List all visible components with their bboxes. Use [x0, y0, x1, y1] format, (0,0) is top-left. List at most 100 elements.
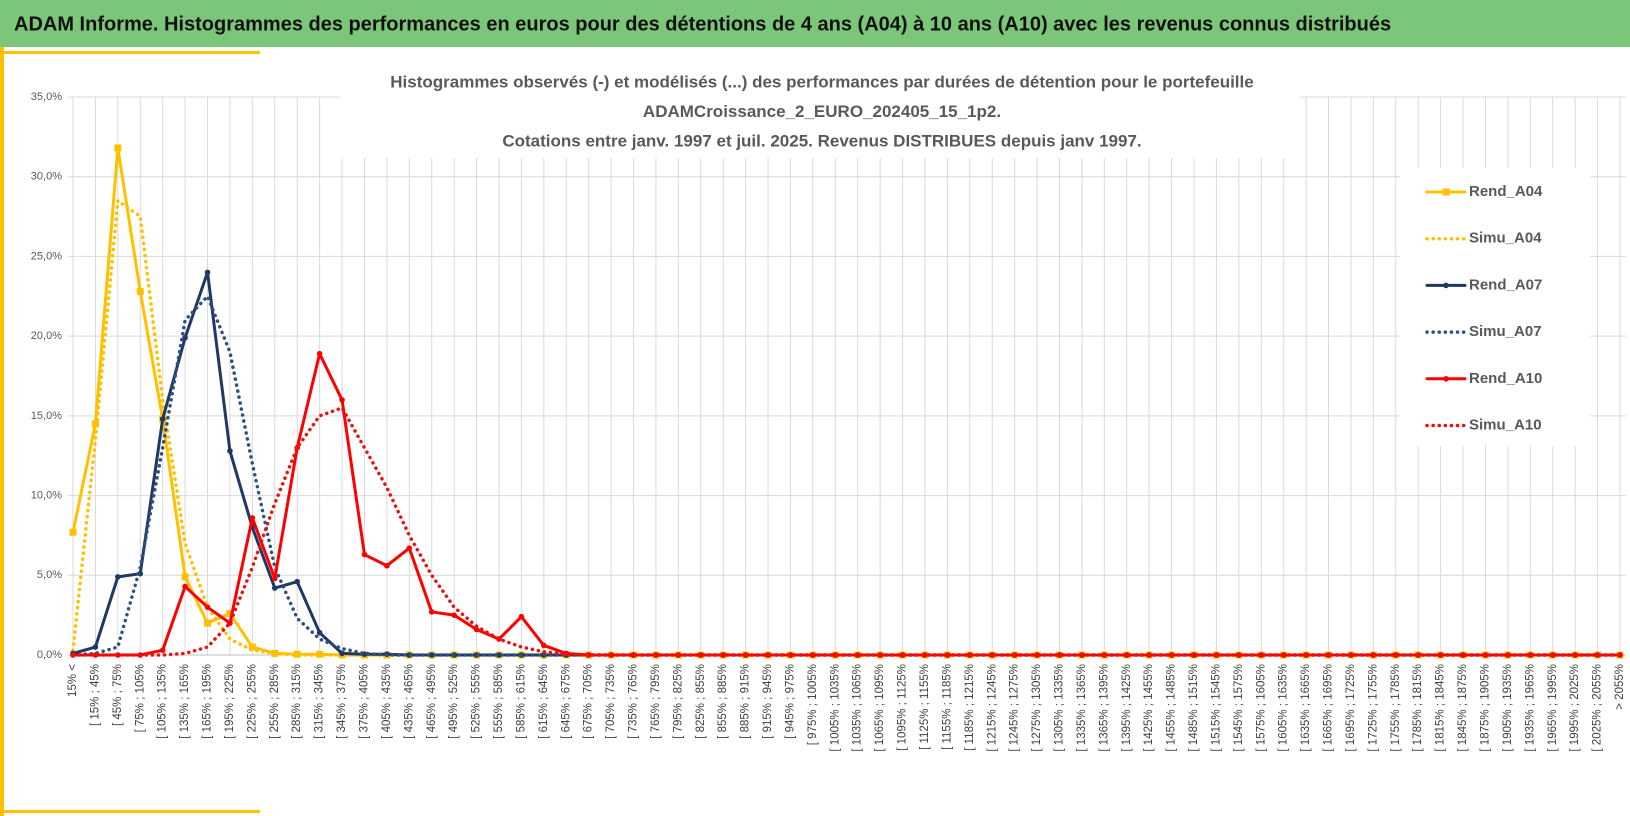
x-tick-label: [ 1065% ; 1095%: [874, 664, 886, 752]
x-tick-label: [ 915% ; 945%: [762, 664, 774, 739]
header-title: ADAM Informe. Histogrammes des performan…: [14, 13, 1391, 35]
point: [204, 604, 211, 610]
legend-label: Rend_A10: [1469, 370, 1542, 387]
x-tick-label: [ 1815% ; 1845%: [1435, 664, 1447, 752]
point: [1191, 652, 1197, 658]
x-tick-label: [ 1785% ; 1815%: [1412, 664, 1424, 752]
x-tick-label: [ 1035% ; 1065%: [852, 664, 864, 752]
point: [182, 583, 188, 590]
point: [1258, 652, 1265, 658]
point: [204, 619, 212, 627]
point: [182, 334, 188, 341]
x-tick-label: [ 1545% ; 1575%: [1233, 664, 1245, 752]
x-tick-label: > 2055%: [1614, 664, 1626, 710]
y-tick-label: 35,0%: [31, 91, 62, 103]
point: [541, 642, 547, 649]
x-tick-label: [ 1365% ; 1395%: [1098, 664, 1110, 752]
x-tick-label: [ 345% ; 375%: [336, 664, 348, 739]
x-tick-label: [ 315% ; 345%: [314, 664, 326, 739]
x-tick-label: [ 375% ; 405%: [358, 664, 370, 739]
x-tick-label: [ 1305% ; 1335%: [1054, 664, 1066, 752]
point: [92, 644, 99, 650]
point: [293, 650, 301, 658]
x-tick-label: [ 105% ; 135%: [157, 664, 169, 739]
x-tick-label: [ 1395% ; 1425%: [1121, 664, 1133, 752]
y-tick-label: 30,0%: [31, 171, 62, 183]
x-tick-label: [ 2025% ; 2055%: [1592, 664, 1604, 752]
x-tick-label: [ 1935% ; 1965%: [1524, 664, 1536, 752]
x-tick-label: [ 135% ; 165%: [179, 664, 191, 739]
x-tick-label: [ 45% ; 75%: [112, 664, 124, 726]
x-tick-label: [ 855% ; 885%: [717, 664, 729, 739]
frame-bottom: [0, 810, 260, 813]
x-tick-label: [ 1725% ; 1755%: [1367, 664, 1379, 752]
point: [91, 420, 99, 428]
point: [451, 612, 457, 618]
x-tick-label: [ 555% ; 585%: [493, 664, 505, 739]
x-tick-label: [ 1425% ; 1455%: [1143, 664, 1155, 752]
point: [1123, 652, 1130, 658]
point: [339, 650, 345, 657]
point: [249, 515, 256, 521]
point: [159, 416, 166, 422]
x-tick-label: [ 285% ; 315%: [291, 664, 303, 739]
x-tick-label: [ 1845% ; 1875%: [1457, 664, 1469, 752]
legend-marker: [1442, 188, 1450, 196]
x-tick-label: [ 1335% ; 1365%: [1076, 664, 1088, 752]
y-tick-label: 15,0%: [31, 410, 62, 422]
x-tick-label: [ 1635% ; 1665%: [1300, 664, 1312, 752]
x-tick-label: [ 75% ; 105%: [134, 664, 146, 732]
plot: [69, 144, 1624, 659]
x-tick-label: [ 675% ; 705%: [583, 664, 595, 739]
x-tick-label: [ 1275% ; 1305%: [1031, 664, 1043, 752]
x-tick-label: [ 195% ; 225%: [224, 664, 236, 739]
series-line: [71, 406, 1622, 657]
x-tick-label: [ 1965% ; 1995%: [1547, 664, 1559, 752]
series-line: [71, 352, 1622, 657]
x-tick-label: [ 1005% ; 1035%: [829, 664, 841, 752]
point: [339, 397, 345, 403]
point: [271, 575, 278, 582]
point: [316, 629, 323, 636]
legend-marker: [1443, 282, 1449, 289]
legend-label: Rend_A07: [1469, 276, 1542, 293]
x-tick-label: [ 705% ; 735%: [605, 664, 617, 739]
point: [181, 573, 189, 581]
x-tick-label: [ 525% ; 555%: [471, 664, 483, 739]
chart-title: ADAMCroissance_2_EURO_202405_15_1p2.: [643, 102, 1001, 121]
y-tick-label: 0,0%: [37, 649, 62, 661]
x-tick-label: [ 495% ; 525%: [448, 664, 460, 739]
point: [114, 144, 122, 152]
legend-label: Rend_A04: [1469, 183, 1543, 200]
point: [922, 652, 928, 658]
series-line: [71, 198, 1622, 657]
x-tick-label: [ 255% ; 285%: [269, 664, 281, 739]
point: [227, 448, 233, 454]
title-bg: [340, 66, 1300, 158]
x-tick-label: [ 1695% ; 1725%: [1345, 664, 1357, 752]
x-tick-label: [ 885% ; 915%: [740, 664, 752, 739]
x-tick-label: [ 165% ; 195%: [202, 664, 214, 739]
point: [428, 609, 435, 615]
legend-label: Simu_A10: [1469, 416, 1542, 433]
x-tick-label: [ 645% ; 675%: [560, 664, 572, 739]
x-tick-label: [ 1095% ; 1125%: [897, 664, 909, 751]
legend-bg: [1400, 168, 1590, 446]
x-tick-label: [ 1485% ; 1515%: [1188, 664, 1200, 752]
point: [496, 652, 502, 658]
legend: Rend_A04 Simu_A04 Rend_A07 Simu_A07 Rend_A10…: [1425, 183, 1543, 433]
x-tick-label: [ 15% ; 45%: [89, 664, 101, 726]
x-tick-label: [ 765% ; 795%: [650, 664, 662, 739]
x-tick-label: [ 795% ; 825%: [672, 664, 684, 739]
titles: Histogrammes observés (-) et modélisés (…: [390, 72, 1253, 150]
x-tick-label: [ 225% ; 255%: [246, 664, 258, 739]
point: [294, 578, 301, 585]
point: [271, 585, 278, 591]
header-bar: [0, 0, 1630, 47]
chart-title: Cotations entre janv. 1997 et juil. 2025…: [502, 131, 1141, 150]
y-tick-label: 10,0%: [31, 489, 62, 501]
x-tick-label: [ 1995% ; 2025%: [1569, 664, 1581, 752]
point: [384, 562, 390, 569]
